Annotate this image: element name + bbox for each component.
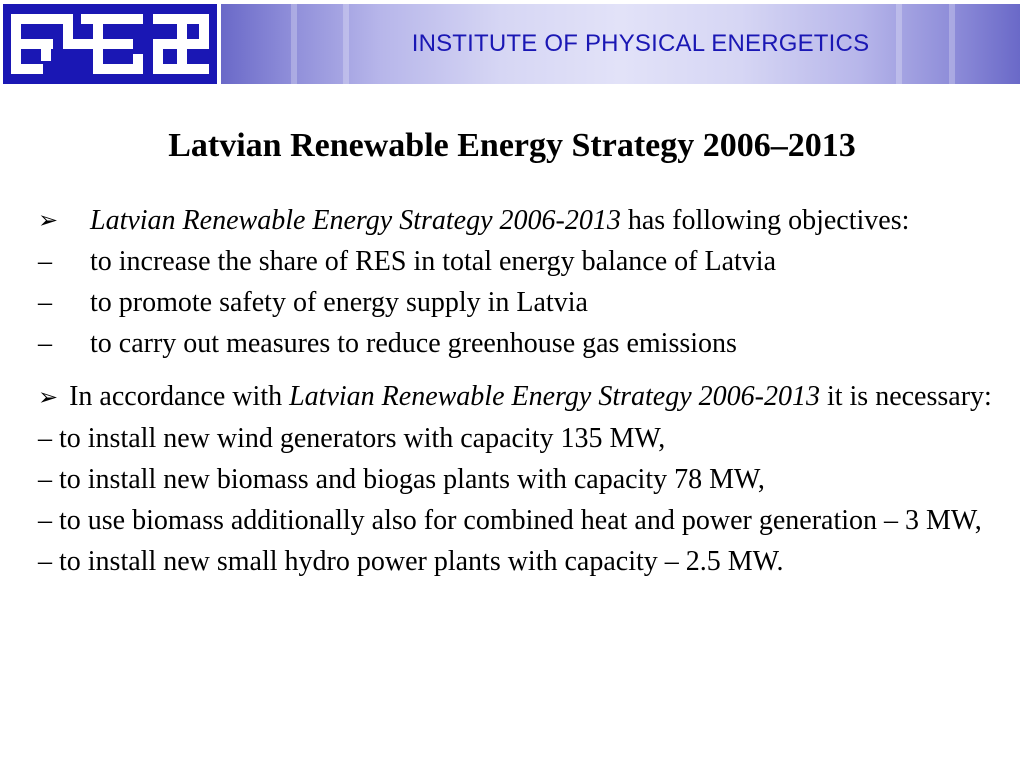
- objective-text: to promote safety of energy supply in La…: [90, 287, 588, 318]
- dash-marker: –: [38, 328, 52, 359]
- objective-item: – to promote safety of energy supply in …: [38, 282, 998, 323]
- arrow-bullet-icon: ➢: [38, 206, 59, 234]
- strategy-name-italic: Latvian Renewable Energy Strategy 2006-2…: [289, 381, 820, 412]
- header-band: INSTITUTE OF PHYSICAL ENERGETICS: [0, 0, 1024, 88]
- header-stripe: [291, 4, 297, 84]
- objective-text: to increase the share of RES in total en…: [90, 246, 776, 277]
- dash-marker: –: [38, 287, 52, 318]
- necessary-item: – to install new biomass and biogas plan…: [38, 464, 765, 495]
- objectives-lead: ➢ Latvian Renewable Energy Strategy 2006…: [38, 200, 998, 241]
- objective-item: – to increase the share of RES in total …: [38, 241, 998, 282]
- header-stripe: [343, 4, 349, 84]
- slide-title: Latvian Renewable Energy Strategy 2006–2…: [168, 127, 856, 164]
- necessary-lead-prefix: In accordance with: [62, 381, 290, 412]
- objectives-lead-text: has following objectives:: [620, 205, 910, 236]
- necessary-item: – to install new wind generators with ca…: [38, 423, 666, 454]
- objective-text: to carry out measures to reduce greenhou…: [90, 328, 737, 359]
- slide-body: ➢ Latvian Renewable Energy Strategy 2006…: [38, 200, 998, 582]
- necessary-item: – to install new small hydro power plant…: [38, 546, 784, 577]
- header-stripe: [949, 4, 955, 84]
- spacer: [38, 364, 998, 376]
- dash-marker: –: [38, 246, 52, 277]
- fei-logo: [3, 4, 217, 84]
- necessary-item: – to use biomass additionally also for c…: [38, 505, 982, 536]
- objective-item: – to carry out measures to reduce greenh…: [38, 323, 998, 364]
- header-title-bar: INSTITUTE OF PHYSICAL ENERGETICS: [221, 4, 1020, 84]
- strategy-name-italic: Latvian Renewable Energy Strategy 2006-2…: [90, 205, 621, 236]
- arrow-bullet-icon: ➢: [38, 383, 59, 411]
- fei-logo-icon: [3, 4, 217, 84]
- organization-title: INSTITUTE OF PHYSICAL ENERGETICS: [411, 30, 870, 57]
- header-stripe: [896, 4, 902, 84]
- necessary-lead-text: it is necessary:: [819, 381, 992, 412]
- necessary-lead: ➢ In accordance with Latvian Renewable E…: [38, 376, 998, 418]
